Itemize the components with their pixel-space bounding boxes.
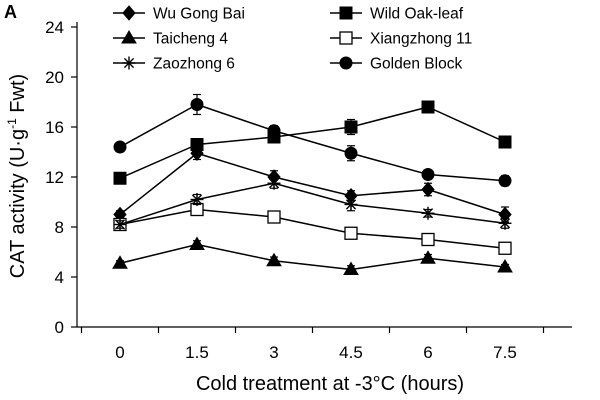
legend-marker: [122, 5, 136, 21]
legend-marker: [122, 56, 136, 70]
y-tick-label: 12: [45, 168, 64, 187]
data-point: [343, 261, 359, 275]
data-point: [498, 216, 512, 230]
data-point: [421, 206, 435, 220]
legend-label: Taicheng 4: [153, 31, 228, 48]
legend-label: Golden Block: [370, 56, 462, 73]
legend-label: Xiangzhong 11: [370, 31, 472, 48]
data-point: [498, 241, 512, 255]
data-point: [421, 100, 435, 114]
x-tick-label: 4.5: [339, 343, 363, 362]
data-point: [190, 138, 204, 151]
y-tick-label: 16: [45, 118, 64, 137]
y-tick-label: 4: [55, 268, 64, 287]
data-point: [421, 181, 435, 198]
series-line: [119, 152, 506, 216]
data-point: [344, 120, 358, 134]
data-point: [190, 98, 204, 111]
series-zaozhong-6: [113, 176, 512, 231]
series-golden-block: [113, 93, 512, 188]
data-point: [420, 250, 436, 264]
legend-marker: [339, 6, 353, 20]
y-tick-label: 0: [55, 318, 64, 337]
legend-item: Wild Oak-leaf: [330, 6, 464, 23]
x-tick-label: 0: [115, 343, 124, 362]
y-tick-label: 24: [45, 18, 64, 37]
data-point: [421, 232, 435, 247]
legend-label: Wu Gong Bai: [153, 6, 245, 23]
data-point: [421, 168, 435, 181]
data-point: [498, 174, 512, 188]
series-xiangzhong-11: [113, 202, 512, 255]
x-tick-label: 6: [423, 343, 432, 362]
x-axis-ticks: 0 1.5 3 4.5 6 7.5: [80, 327, 545, 362]
y-axis-label: CAT activity (U·g-1 Fwt): [5, 74, 29, 278]
data-point: [498, 135, 512, 149]
data-point: [266, 252, 282, 267]
data-point: [344, 226, 358, 240]
series-layer: [112, 93, 513, 275]
data-point: [497, 259, 513, 273]
series-line: [119, 103, 506, 182]
series-line: [119, 182, 506, 226]
data-point: [267, 176, 281, 190]
series-line: [119, 243, 506, 271]
data-point: [344, 198, 358, 211]
data-point: [113, 171, 127, 185]
legend-marker: [339, 31, 353, 45]
series-wu-gong-bai: [113, 145, 512, 223]
legend-item: Wu Gong Bai: [113, 5, 245, 23]
x-tick-label: 7.5: [493, 343, 517, 362]
data-point: [113, 218, 127, 231]
legend-marker: [121, 30, 137, 44]
legend-item: Zaozhong 6: [113, 56, 235, 73]
series-line: [119, 106, 506, 179]
y-axis-label-end: Fwt): [7, 74, 29, 118]
data-point: [113, 140, 127, 154]
panel-label: A: [4, 2, 17, 22]
data-point: [344, 146, 358, 160]
x-axis-label: Cold treatment at -3°C (hours): [196, 373, 464, 395]
data-point: [190, 193, 204, 206]
legend-item: Xiangzhong 11: [330, 31, 472, 48]
data-point: [267, 124, 281, 138]
x-tick-label: 1.5: [185, 343, 209, 362]
legend: Wu Gong Bai Wild Oak-leaf Taicheng 4 Xiangz…: [113, 5, 472, 73]
y-axis-ticks: 0 4 8 12 16 20 24: [45, 18, 77, 337]
data-point: [112, 255, 128, 269]
legend-item: Golden Block: [330, 56, 462, 73]
y-tick-label: 20: [45, 68, 64, 87]
series-line: [119, 208, 506, 249]
data-point: [189, 236, 205, 250]
y-axis-label-superscript: -1: [5, 118, 19, 129]
y-tick-label: 8: [55, 218, 64, 237]
series-taicheng-4: [112, 236, 513, 275]
legend-marker: [339, 56, 353, 70]
x-tick-label: 3: [269, 343, 278, 362]
legend-label: Wild Oak-leaf: [370, 6, 464, 23]
data-point: [267, 210, 281, 224]
legend-label: Zaozhong 6: [153, 56, 235, 73]
y-axis-label-main: CAT activity (U·g: [7, 129, 29, 278]
legend-item: Taicheng 4: [113, 30, 228, 48]
